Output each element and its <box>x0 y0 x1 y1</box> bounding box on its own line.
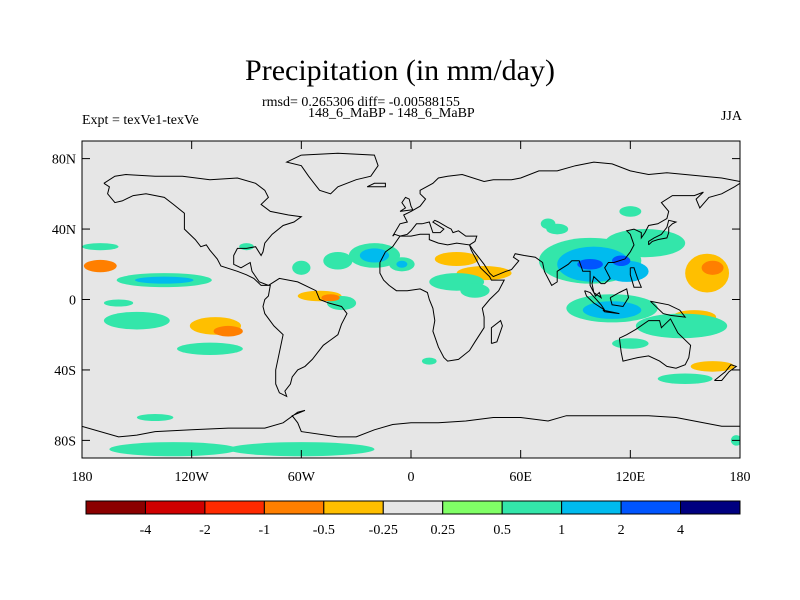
coastline <box>629 267 643 288</box>
precip-anomaly-region <box>136 413 174 422</box>
field-layer <box>82 206 740 457</box>
experiment-label: Expt = texVe1-texVe <box>82 113 199 128</box>
precip-anomaly-region <box>690 361 735 372</box>
precip-anomaly-region <box>515 229 527 237</box>
precip-anomaly-region <box>701 260 724 275</box>
coastline <box>103 173 303 286</box>
colorbar-label: -0.25 <box>369 523 398 538</box>
subtitle-stats: rmsd= 0.265306 diff= -0.00588155 <box>262 95 460 110</box>
colorbar-swatch <box>323 500 384 515</box>
precip-anomaly-region <box>292 260 311 275</box>
precip-anomaly-region <box>82 243 119 251</box>
precip-anomaly-region <box>321 294 340 302</box>
x-tick-label: 180 <box>72 470 93 485</box>
coastline <box>650 300 687 318</box>
precip-anomaly-region <box>588 422 600 430</box>
precip-anomaly-region <box>485 225 501 233</box>
precip-anomaly-region <box>568 324 620 339</box>
coastline-layer <box>82 152 740 438</box>
colorbar-label: -4 <box>140 523 152 538</box>
precip-anomaly-region <box>619 206 642 217</box>
coastline <box>285 152 379 195</box>
chart-title: Precipitation (in mm/day) <box>245 54 555 87</box>
colorbar-swatch <box>382 500 444 515</box>
precip-anomaly-region <box>109 442 238 457</box>
season-label: JJA <box>720 109 742 124</box>
y-tick-label: 40S <box>54 364 76 379</box>
colorbar-swatch <box>204 500 265 515</box>
coastline <box>602 309 620 315</box>
coastline <box>714 364 738 381</box>
y-tick-label: 80N <box>52 153 76 168</box>
colorbar-label: 0.25 <box>430 523 455 538</box>
y-tick-label: 80S <box>54 434 76 449</box>
colorbar-swatch <box>501 500 563 515</box>
coastline <box>379 233 506 362</box>
precip-anomaly-region <box>135 276 194 284</box>
precip-anomaly-region <box>213 325 243 337</box>
precip-anomaly-region <box>103 299 134 307</box>
y-tick-label: 0 <box>69 294 76 309</box>
x-tick-label: 120W <box>175 470 210 485</box>
x-tick-label: 60E <box>509 470 532 485</box>
precip-anomaly-region <box>612 338 649 349</box>
colorbar-label: -1 <box>259 523 271 538</box>
coastline <box>392 182 740 300</box>
precip-anomaly-region <box>421 357 437 365</box>
colorbar-swatch <box>680 500 741 515</box>
precip-anomaly-region <box>323 251 353 270</box>
precip-anomaly-region <box>612 255 631 267</box>
precip-anomaly-region <box>239 243 254 251</box>
precip-anomaly-region <box>460 283 490 298</box>
x-tick-label: 180 <box>730 470 751 485</box>
coastline <box>366 182 386 188</box>
precip-anomaly-region <box>359 248 390 263</box>
colorbar-label: -0.5 <box>313 523 335 538</box>
precip-anomaly-region <box>83 259 117 273</box>
colorbar-label: 4 <box>677 523 684 538</box>
colorbar-swatch <box>263 500 325 515</box>
precip-anomaly-region <box>577 258 603 270</box>
precip-anomaly-region <box>103 311 170 330</box>
precip-anomaly-region <box>604 229 686 258</box>
x-tick-label: 60W <box>288 470 316 485</box>
precip-anomaly-region <box>657 373 713 385</box>
coastline <box>262 277 348 398</box>
coastline <box>618 318 692 369</box>
x-tick-label: 120E <box>616 470 646 485</box>
precip-anomaly-region <box>281 408 293 420</box>
coastline <box>609 288 630 308</box>
precip-anomaly-region <box>493 303 512 314</box>
subtitle-cases: 148_6_MaBP - 148_6_MaBP <box>308 106 475 121</box>
precip-anomaly-region <box>228 442 375 457</box>
colorbar-swatch <box>85 500 146 515</box>
coastline <box>82 409 740 438</box>
coastline <box>392 161 740 237</box>
colorbar-swatch <box>620 500 682 515</box>
coastline <box>648 219 678 246</box>
precip-anomaly-region <box>434 251 479 267</box>
precip-anomaly-region <box>396 260 408 268</box>
colorbar-label: 1 <box>558 523 565 538</box>
precip-anomaly-region <box>546 223 569 235</box>
coastline <box>399 196 414 212</box>
colorbar-label: 2 <box>618 523 625 538</box>
precip-anomaly-region <box>604 260 649 282</box>
colorbar-swatch <box>561 500 622 515</box>
colorbar-label: 0.5 <box>493 523 511 538</box>
precip-anomaly-region <box>657 426 677 437</box>
y-tick-label: 40N <box>52 223 76 238</box>
precip-anomaly-region <box>635 313 728 339</box>
precip-anomaly-region <box>292 223 304 235</box>
colorbar-label: -2 <box>199 523 211 538</box>
coastline <box>490 319 503 344</box>
x-tick-label: 0 <box>408 470 415 485</box>
precip-anomaly-region <box>177 342 243 355</box>
colorbar-swatch <box>144 500 206 515</box>
colorbar-swatch <box>442 500 503 515</box>
